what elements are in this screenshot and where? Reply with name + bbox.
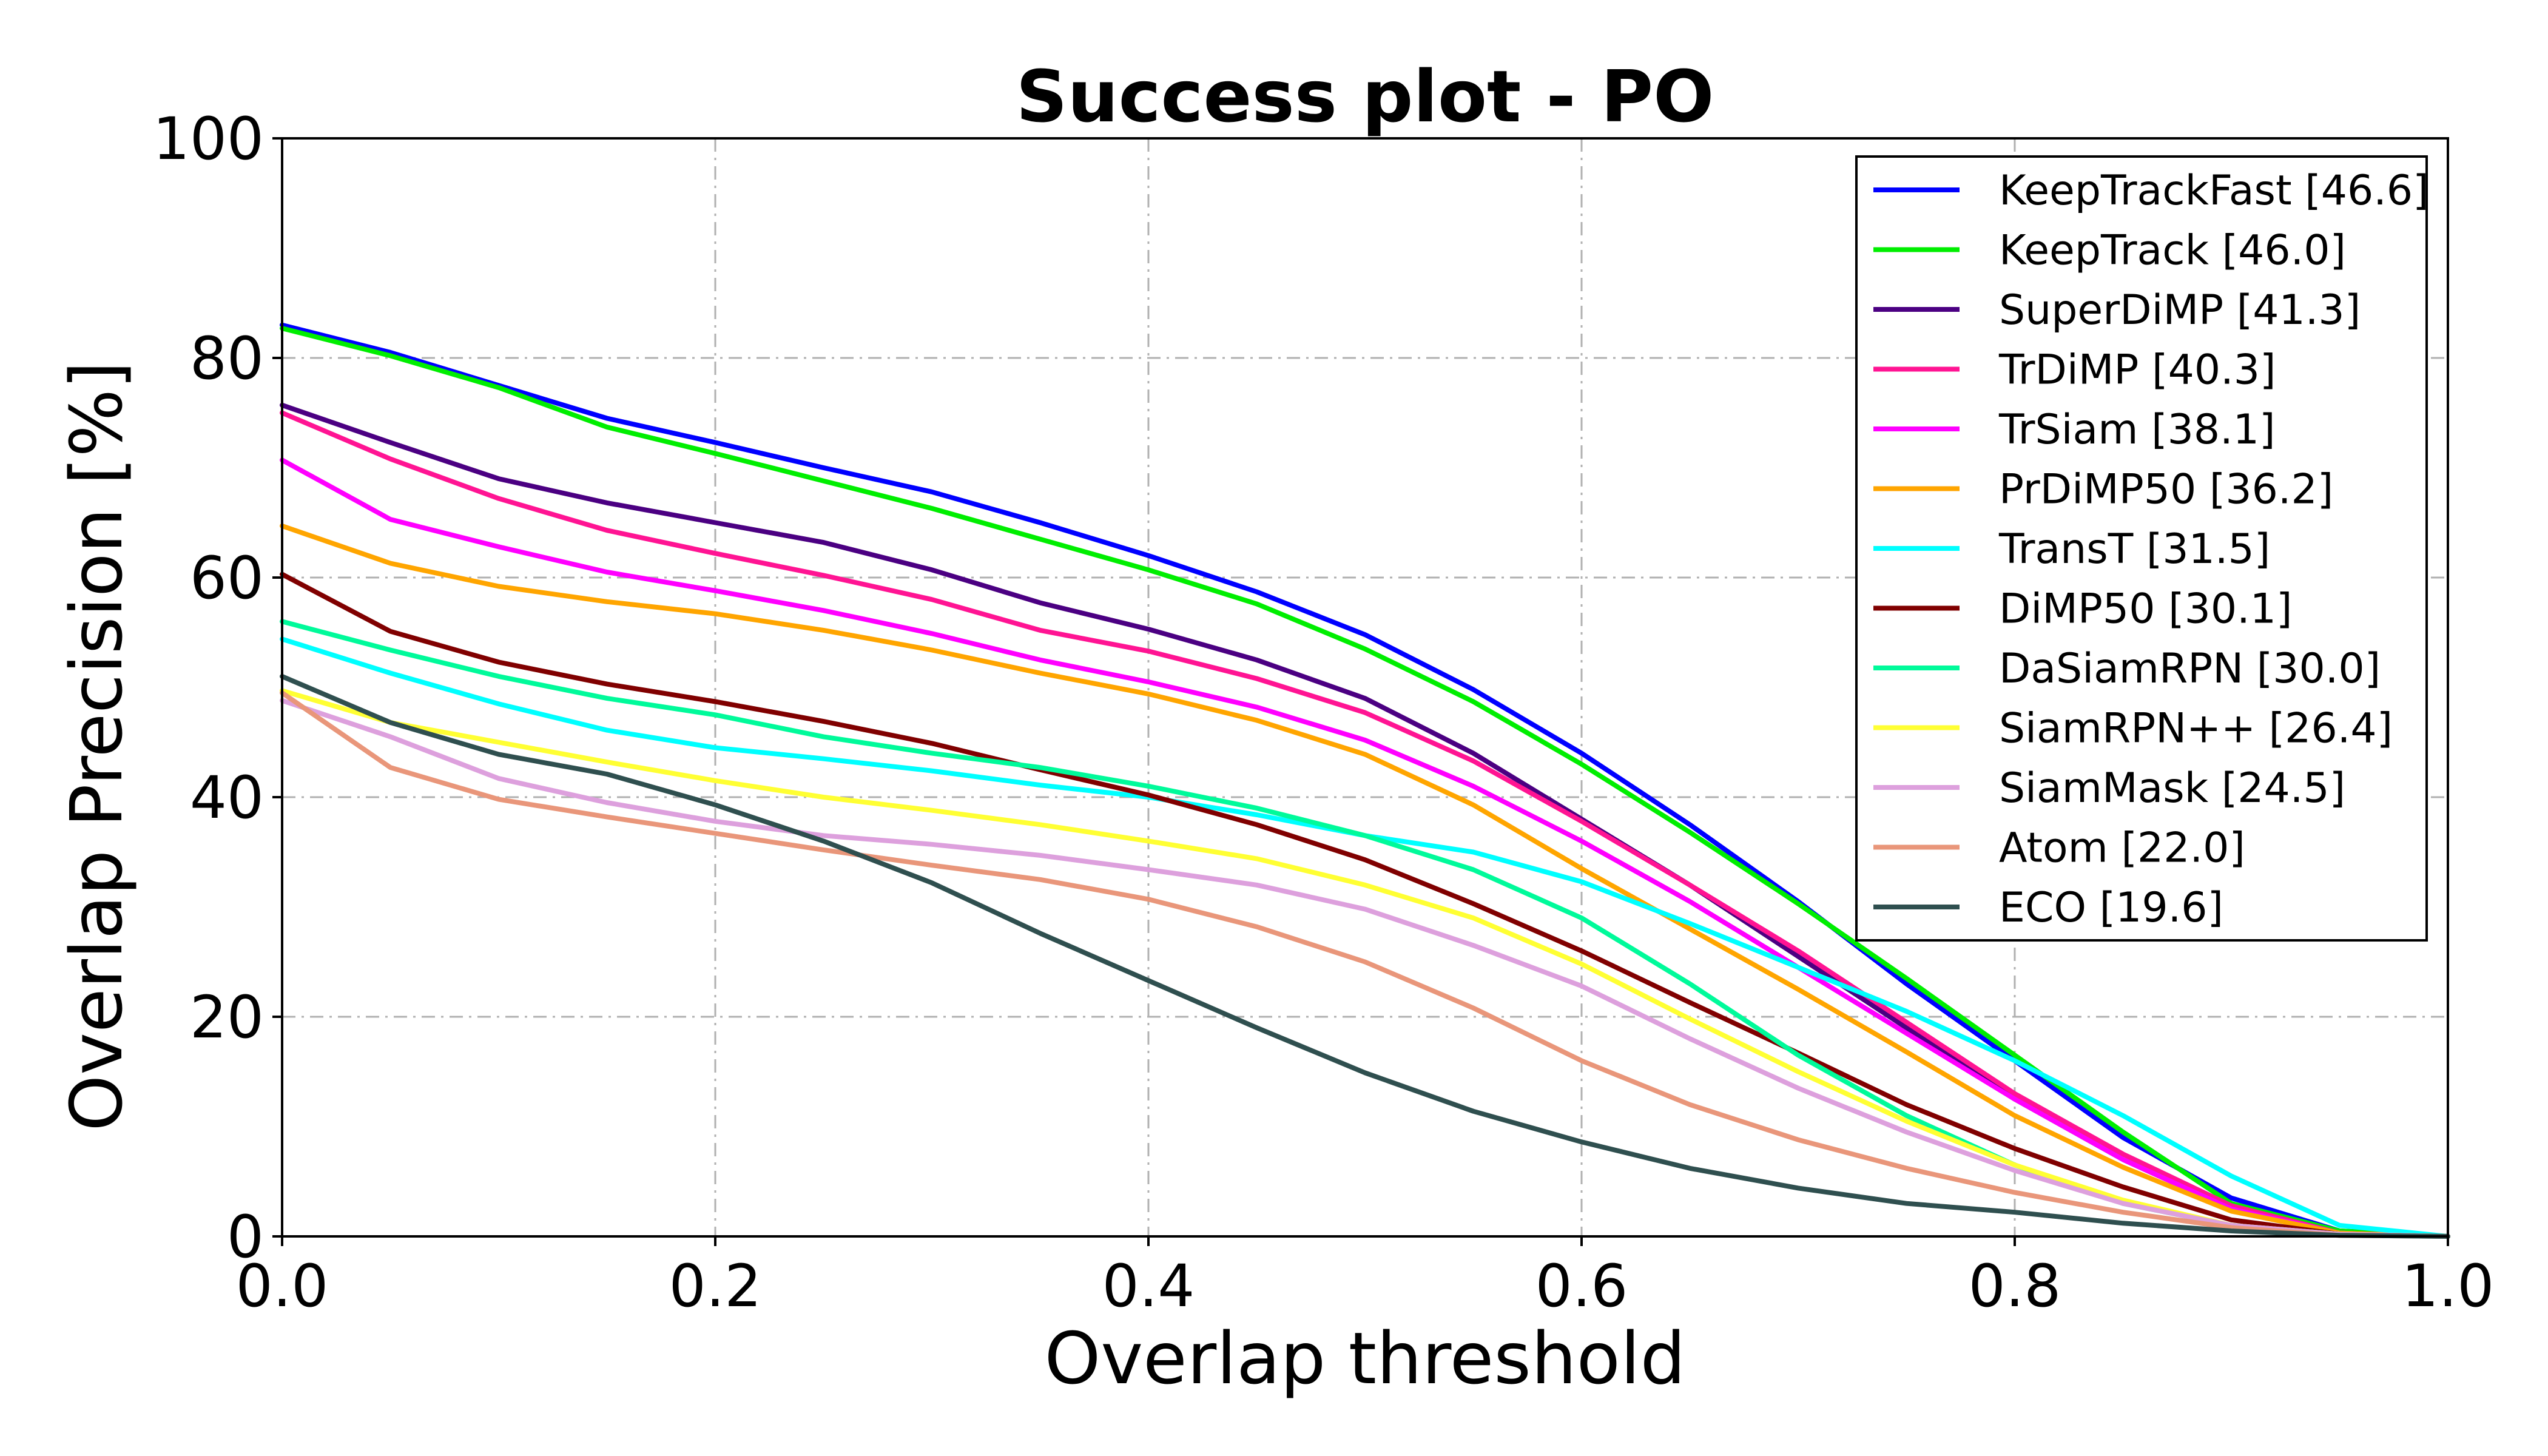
legend-label-transt: TransT [31.5] — [1998, 525, 2270, 573]
plot-area-frame — [281, 137, 2449, 1238]
legend-label-keeptrackfast: KeepTrackFast [46.6] — [1999, 167, 2429, 215]
series-line-siammask — [280, 698, 2450, 1239]
legend-label-siammask: SiamMask [24.5] — [1999, 764, 2345, 812]
x-tick-label: 0.4 — [1102, 1252, 1195, 1320]
series-line-trdimp — [280, 410, 2450, 1239]
series-line-siamrpn- — [280, 688, 2450, 1239]
x-axis-label: Overlap threshold — [1044, 1316, 1685, 1400]
legend-label-eco: ECO [19.6] — [1999, 884, 2223, 932]
legend-label-dasiamrpn: DaSiamRPN [30.0] — [1999, 645, 2381, 693]
y-tick-label: 0 — [227, 1203, 264, 1271]
y-tick-label: 80 — [190, 325, 264, 393]
y-tick-label: 20 — [190, 983, 264, 1051]
series-line-prdimp50 — [280, 523, 2450, 1239]
x-tick-label: 0.0 — [236, 1252, 329, 1320]
series-line-keeptrackfast — [280, 322, 2450, 1239]
series-line-trsiam — [280, 457, 2450, 1239]
legend-label-superdimp: SuperDiMP [41.3] — [1999, 286, 2361, 334]
series-lines — [280, 322, 2450, 1239]
x-tick-label: 0.8 — [1969, 1252, 2061, 1320]
series-line-atom — [280, 690, 2450, 1239]
legend-label-keeptrack: KeepTrack [46.0] — [1999, 227, 2346, 275]
y-tick-label: 60 — [190, 544, 264, 612]
x-tick-label: 0.2 — [669, 1252, 762, 1320]
legend-label-prdimp50: PrDiMP50 [36.2] — [1999, 466, 2333, 514]
series-line-eco — [280, 673, 2450, 1239]
legend-label-siamrpn-: SiamRPN++ [26.4] — [1999, 705, 2393, 753]
legend-label-atom: Atom [22.0] — [1999, 824, 2245, 872]
series-line-dimp50 — [280, 571, 2450, 1239]
legend: KeepTrackFast [46.6] KeepTrack [46.0] Supe… — [1855, 155, 2429, 942]
series-line-keeptrack — [280, 326, 2450, 1239]
legend-label-dimp50: DiMP50 [30.1] — [1999, 585, 2293, 633]
chart-title: Success plot - PO — [1016, 55, 1714, 138]
legend-label-trdimp: TrDiMP [40.3] — [1998, 346, 2276, 394]
y-tick-label: 100 — [153, 105, 264, 173]
axis-ticks: 0.0 0.2 0.4 0.6 0.8 1.0 0 20 40 60 80 100 — [153, 105, 2495, 1320]
legend-label-trsiam: TrSiam [38.1] — [1998, 406, 2276, 454]
y-tick-label: 40 — [190, 764, 264, 832]
y-axis-label: Overlap Precision [%] — [55, 361, 138, 1131]
x-tick-label: 1.0 — [2402, 1252, 2495, 1320]
x-tick-label: 0.6 — [1535, 1252, 1628, 1320]
